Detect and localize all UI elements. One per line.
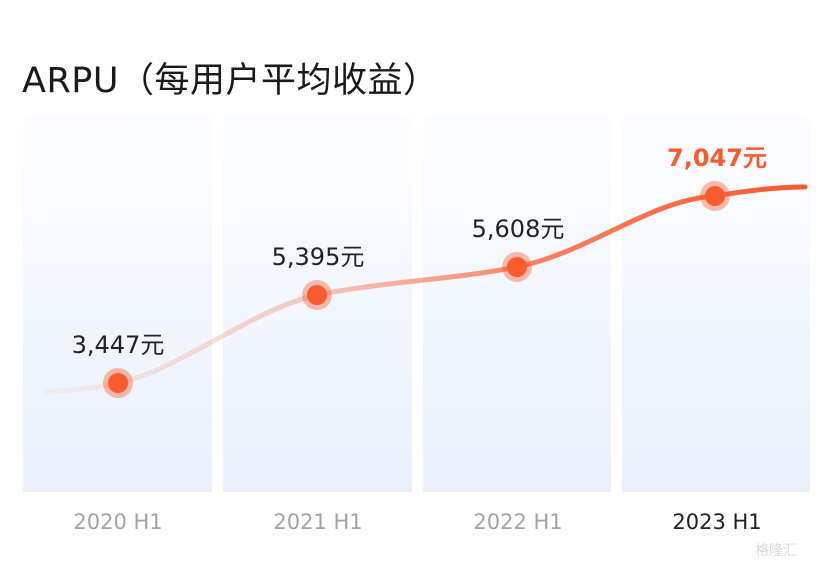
chart-title: ARPU（每用户平均收益）	[22, 61, 439, 101]
data-point-2020	[103, 368, 133, 398]
data-point-2023	[700, 181, 730, 211]
x-label-2021: 2021 H1	[273, 510, 363, 534]
value-label-2023: 7,047元	[667, 144, 767, 172]
column-bg-2023	[622, 117, 810, 492]
x-label-2022: 2022 H1	[473, 510, 563, 534]
value-label-2022: 5,608元	[471, 215, 565, 243]
data-point-2021	[302, 280, 332, 310]
watermark: 格隆汇	[755, 543, 797, 559]
data-point-2022	[502, 252, 532, 282]
value-label-2021: 5,395元	[271, 243, 365, 271]
x-label-2023: 2023 H1	[672, 510, 762, 534]
column-bg-2022	[423, 117, 611, 492]
column-bg-2020	[23, 117, 212, 492]
value-label-2020: 3,447元	[71, 331, 165, 359]
x-label-2020: 2020 H1	[73, 510, 163, 534]
